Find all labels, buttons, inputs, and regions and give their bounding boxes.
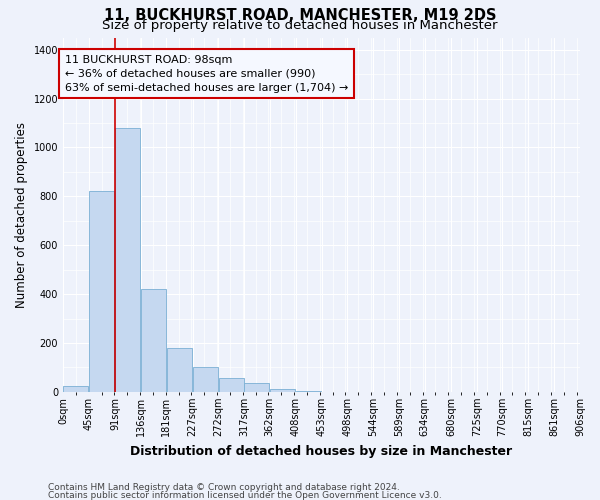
Bar <box>244 384 269 392</box>
Bar <box>89 192 114 392</box>
Text: 11 BUCKHURST ROAD: 98sqm
← 36% of detached houses are smaller (990)
63% of semi-: 11 BUCKHURST ROAD: 98sqm ← 36% of detach… <box>65 54 348 92</box>
X-axis label: Distribution of detached houses by size in Manchester: Distribution of detached houses by size … <box>130 444 512 458</box>
Text: 11, BUCKHURST ROAD, MANCHESTER, M19 2DS: 11, BUCKHURST ROAD, MANCHESTER, M19 2DS <box>104 8 496 22</box>
Text: Size of property relative to detached houses in Manchester: Size of property relative to detached ho… <box>102 19 498 32</box>
Bar <box>218 378 244 392</box>
Bar <box>141 289 166 392</box>
Y-axis label: Number of detached properties: Number of detached properties <box>15 122 28 308</box>
Text: Contains HM Land Registry data © Crown copyright and database right 2024.: Contains HM Land Registry data © Crown c… <box>48 484 400 492</box>
Bar <box>167 348 192 392</box>
Bar <box>115 128 140 392</box>
Bar <box>193 368 218 392</box>
Bar <box>63 386 88 392</box>
Bar <box>270 390 295 392</box>
Text: Contains public sector information licensed under the Open Government Licence v3: Contains public sector information licen… <box>48 490 442 500</box>
